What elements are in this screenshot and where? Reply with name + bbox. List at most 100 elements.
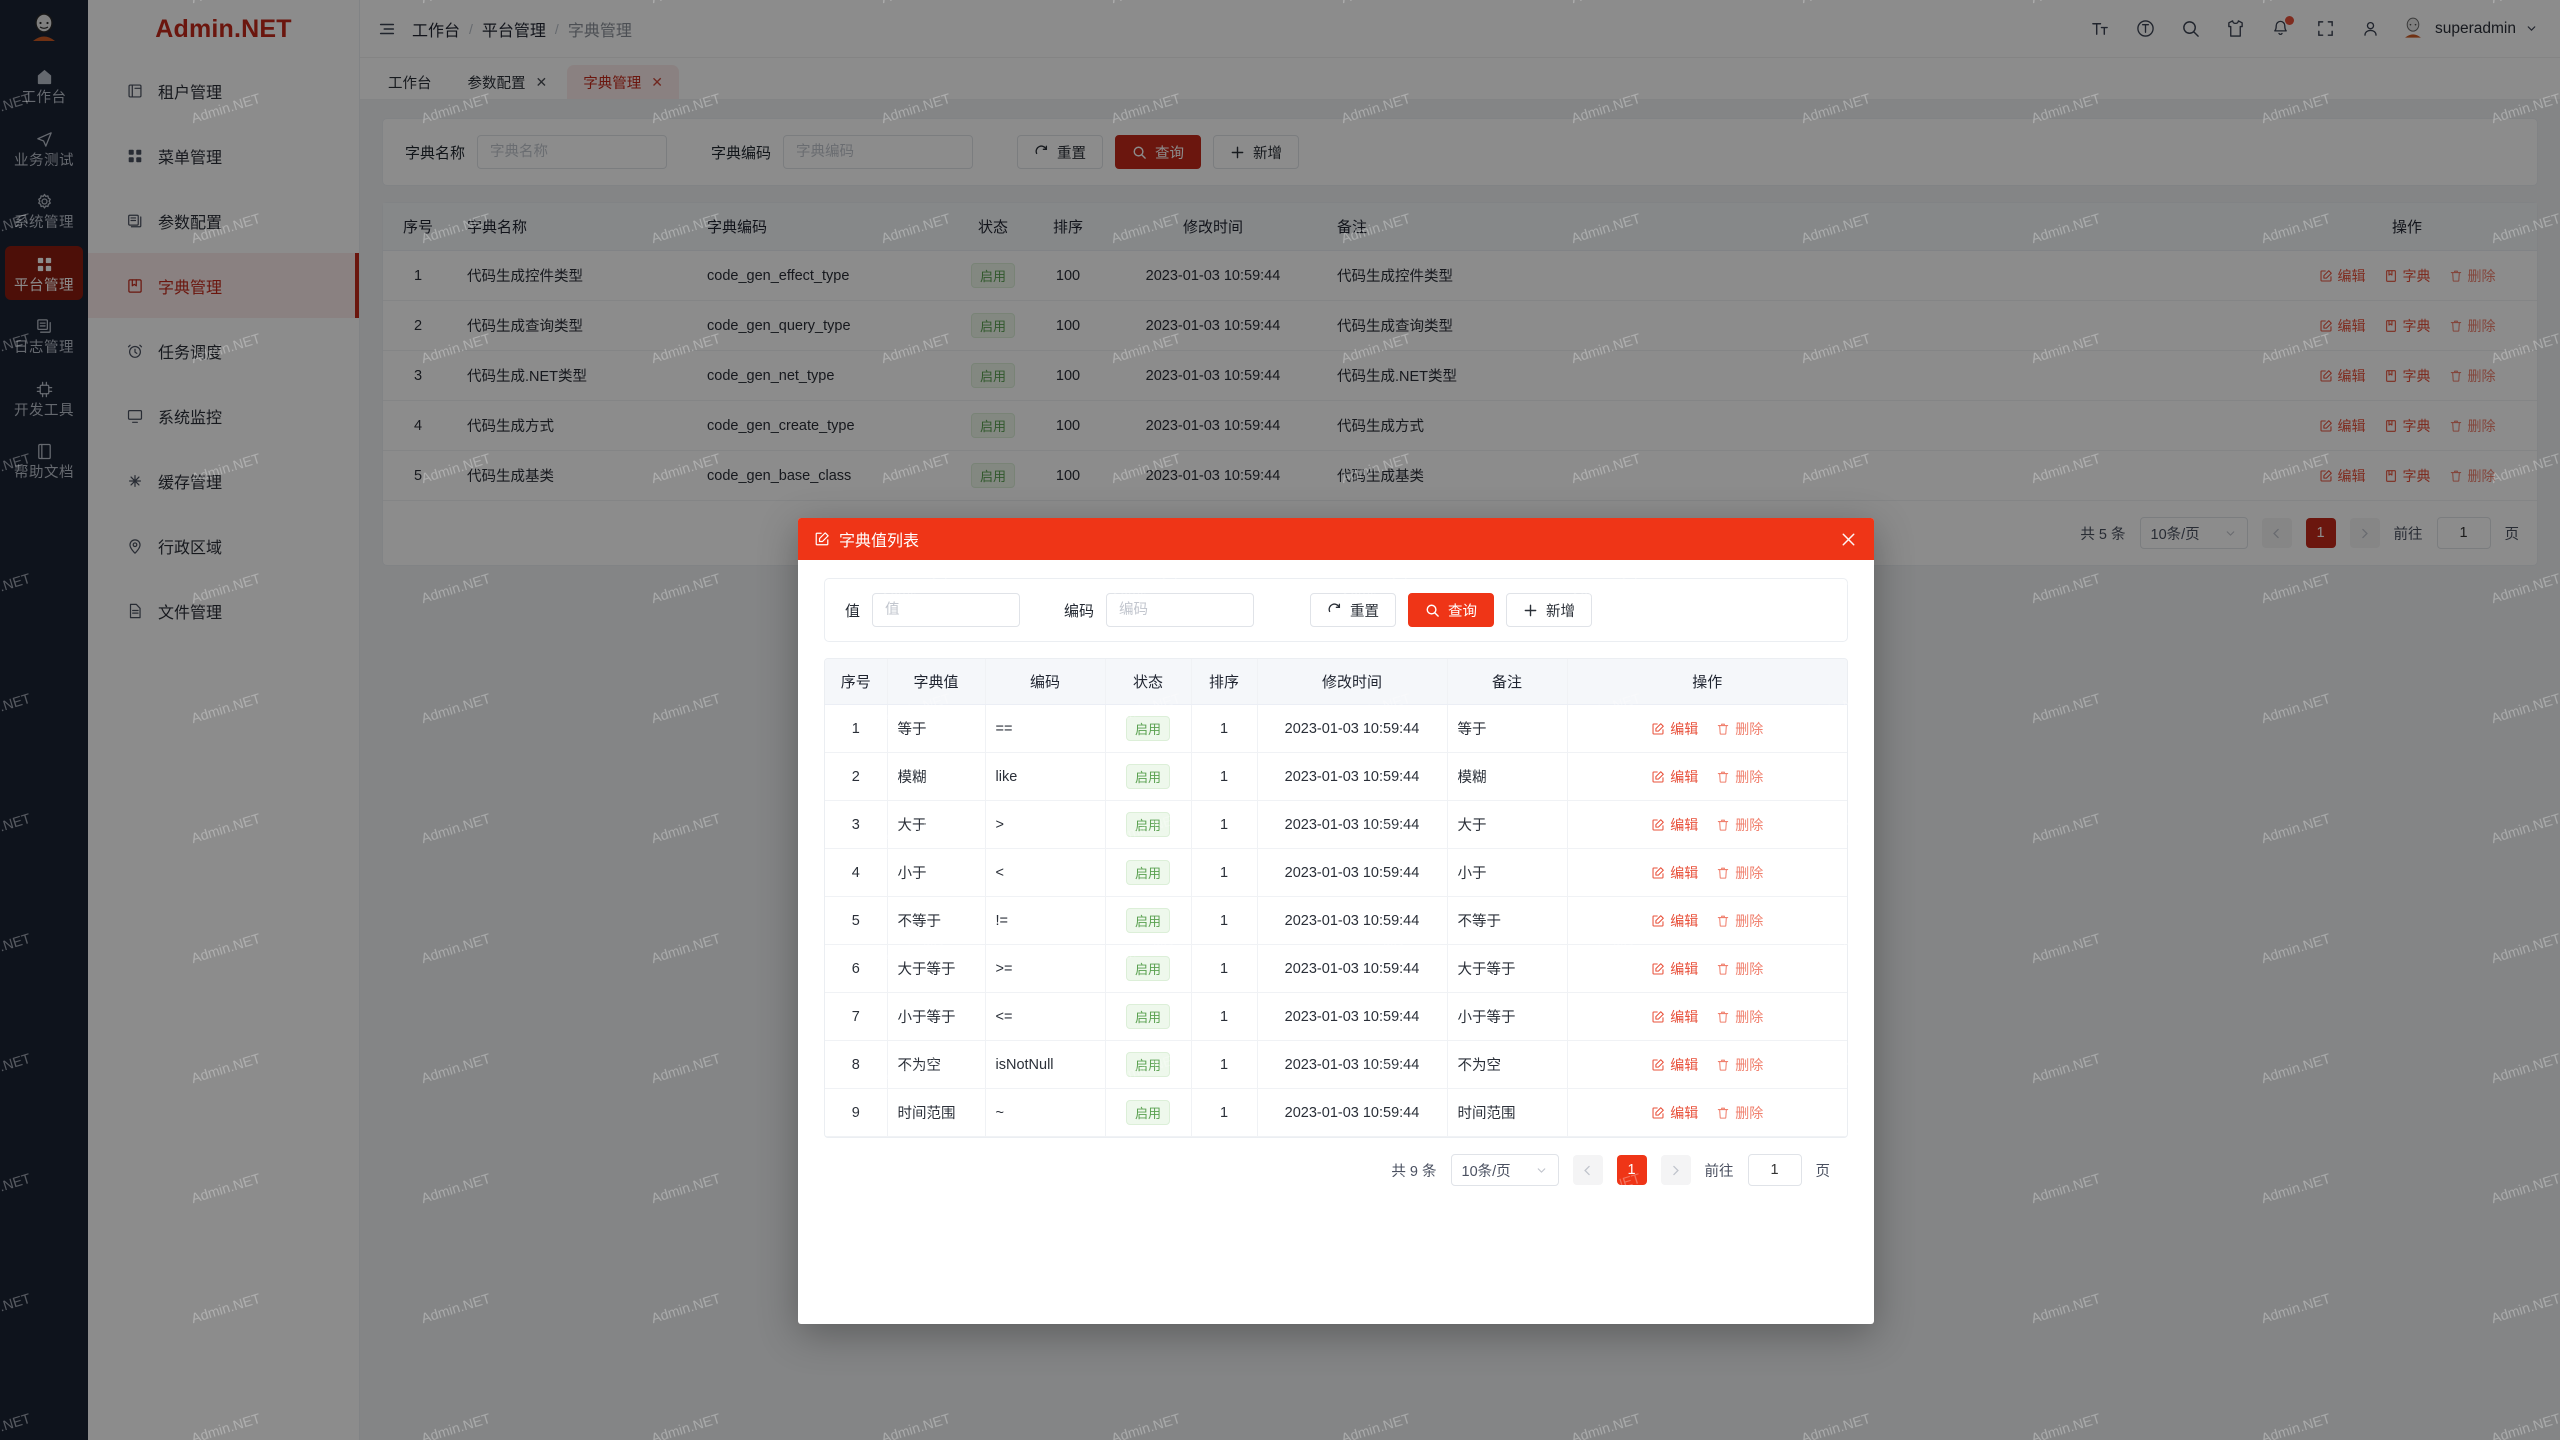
table-row[interactable]: 1 代码生成控件类型 code_gen_effect_type 启用 100 2023-0… (383, 250, 2537, 301)
goto-page-input[interactable] (2436, 517, 2491, 549)
code-input[interactable] (1106, 593, 1255, 627)
modal-query-button[interactable]: 查询 (1408, 593, 1495, 627)
delete-action[interactable]: 删除 (1716, 863, 1763, 883)
rail-item-4[interactable]: 日志管理 (5, 308, 83, 363)
user-icon[interactable] (2361, 19, 2380, 38)
edit-action[interactable]: 编辑 (1651, 911, 1698, 931)
submenu-item-8[interactable]: 文件管理 (88, 578, 359, 643)
table-row[interactable]: 3 代码生成.NET类型 code_gen_net_type 启用 100 2023-01… (383, 350, 2537, 401)
dict-name-input[interactable] (477, 135, 668, 169)
reset-button[interactable]: 重置 (1017, 135, 1104, 169)
rail-item-0[interactable]: 工作台 (5, 58, 83, 113)
page-size-select[interactable]: 10条/页 (2139, 517, 2248, 549)
font-size-icon[interactable] (2091, 19, 2110, 38)
delete-action[interactable]: 删除 (1716, 1055, 1763, 1075)
edit-action[interactable]: 编辑 (2319, 316, 2366, 336)
delete-action[interactable]: 删除 (1716, 767, 1763, 787)
tab-close-icon[interactable]: ✕ (535, 74, 548, 90)
delete-action[interactable]: 删除 (2449, 416, 2496, 436)
page-size-select[interactable]: 10条/页 (1450, 1154, 1559, 1186)
tab-2[interactable]: 字典管理 ✕ (567, 65, 679, 99)
delete-action[interactable]: 删除 (1716, 719, 1763, 739)
submenu-item-3[interactable]: 字典管理 (88, 253, 359, 318)
delete-action[interactable]: 删除 (2449, 316, 2496, 336)
table-row[interactable]: 7 小于等于 <= 启用 1 2023-01-03 10:59:44 小于等于 编辑 删除 (825, 992, 1847, 1041)
delete-action[interactable]: 删除 (1716, 1103, 1763, 1123)
edit-action[interactable]: 编辑 (1651, 815, 1698, 835)
table-row[interactable]: 2 代码生成查询类型 code_gen_query_type 启用 100 2023-01… (383, 300, 2537, 351)
table-row[interactable]: 5 代码生成基类 code_gen_base_class 启用 100 2023-01-0… (383, 450, 2537, 501)
table-row[interactable]: 1 等于 == 启用 1 2023-01-03 10:59:44 等于 编辑 删除 (825, 704, 1847, 753)
edit-action[interactable]: 编辑 (2319, 416, 2366, 436)
edit-action[interactable]: 编辑 (1651, 1055, 1698, 1075)
tab-close-icon[interactable]: ✕ (651, 74, 663, 90)
table-row[interactable]: 2 模糊 like 启用 1 2023-01-03 10:59:44 模糊 编辑 删除 (825, 752, 1847, 801)
delete-action[interactable]: 删除 (2449, 266, 2496, 286)
submenu-item-2[interactable]: 参数配置 (88, 188, 359, 253)
edit-action[interactable]: 编辑 (1651, 1007, 1698, 1027)
delete-action[interactable]: 删除 (1716, 911, 1763, 931)
next-page-button[interactable] (1660, 1155, 1691, 1185)
table-row[interactable]: 6 大于等于 >= 启用 1 2023-01-03 10:59:44 大于等于 编辑 删除 (825, 944, 1847, 993)
next-page-button[interactable] (2349, 518, 2380, 548)
rail-item-3[interactable]: 平台管理 (5, 245, 83, 300)
query-button[interactable]: 查询 (1115, 135, 1202, 169)
user-menu[interactable]: superadmin (2400, 16, 2538, 42)
dict-action[interactable]: 字典 (2384, 366, 2431, 386)
page-number-1[interactable]: 1 (1616, 1155, 1647, 1185)
delete-action[interactable]: 删除 (2449, 466, 2496, 486)
modal-reset-button[interactable]: 重置 (1310, 593, 1397, 627)
goto-page-input[interactable] (1747, 1154, 1802, 1186)
search-icon[interactable] (2181, 19, 2200, 38)
edit-action[interactable]: 编辑 (1651, 719, 1698, 739)
breadcrumb-item-0[interactable]: 工作台 (412, 22, 461, 40)
submenu-item-1[interactable]: 菜单管理 (88, 123, 359, 188)
edit-action[interactable]: 编辑 (2319, 266, 2366, 286)
dict-code-input[interactable] (783, 135, 974, 169)
submenu-item-6[interactable]: 缓存管理 (88, 448, 359, 513)
submenu-item-5[interactable]: 系统监控 (88, 383, 359, 448)
rail-item-1[interactable]: 业务测试 (5, 121, 83, 176)
edit-action[interactable]: 编辑 (2319, 366, 2366, 386)
menu-collapse-icon[interactable] (378, 20, 396, 38)
submenu-item-4[interactable]: 任务调度 (88, 318, 359, 383)
edit-action[interactable]: 编辑 (1651, 863, 1698, 883)
breadcrumb-item-1[interactable]: 平台管理 (481, 22, 546, 40)
table-row[interactable]: 3 大于 > 启用 1 2023-01-03 10:59:44 大于 编辑 删除 (825, 800, 1847, 849)
submenu-item-7[interactable]: 行政区域 (88, 513, 359, 578)
dict-action[interactable]: 字典 (2384, 416, 2431, 436)
prev-page-button[interactable] (2261, 518, 2292, 548)
page-number-1[interactable]: 1 (2305, 518, 2336, 548)
edit-action[interactable]: 编辑 (1651, 959, 1698, 979)
bell-icon[interactable] (2271, 16, 2294, 38)
delete-action[interactable]: 删除 (1716, 1007, 1763, 1027)
submenu-item-0[interactable]: 租户管理 (88, 58, 359, 123)
delete-action[interactable]: 删除 (1716, 815, 1763, 835)
edit-action[interactable]: 编辑 (1651, 767, 1698, 787)
rail-item-2[interactable]: 系统管理 (5, 183, 83, 238)
dict-action[interactable]: 字典 (2384, 316, 2431, 336)
value-input[interactable] (872, 593, 1021, 627)
theme-shirt-icon[interactable] (2226, 19, 2245, 38)
table-row[interactable]: 4 小于 < 启用 1 2023-01-03 10:59:44 小于 编辑 删除 (825, 848, 1847, 897)
table-row[interactable]: 8 不为空 isNotNull 启用 1 2023-01-03 10:59:44 不为空 编辑… (825, 1040, 1847, 1089)
edit-action[interactable]: 编辑 (1651, 1103, 1698, 1123)
language-icon[interactable] (2136, 19, 2155, 38)
modal-add-button[interactable]: 新增 (1506, 593, 1593, 627)
add-button[interactable]: 新增 (1213, 135, 1300, 169)
tab-0[interactable]: 工作台 (372, 65, 448, 99)
tab-1[interactable]: 参数配置 ✕ (452, 65, 564, 99)
delete-action[interactable]: 删除 (1716, 959, 1763, 979)
dict-action[interactable]: 字典 (2384, 466, 2431, 486)
table-row[interactable]: 4 代码生成方式 code_gen_create_type 启用 100 2023-01-… (383, 400, 2537, 451)
prev-page-button[interactable] (1572, 1155, 1603, 1185)
table-row[interactable]: 9 时间范围 ~ 启用 1 2023-01-03 10:59:44 时间范围 编辑 删除 (825, 1088, 1847, 1137)
dict-action[interactable]: 字典 (2384, 266, 2431, 286)
edit-action[interactable]: 编辑 (2319, 466, 2366, 486)
delete-action[interactable]: 删除 (2449, 366, 2496, 386)
rail-item-5[interactable]: 开发工具 (5, 371, 83, 426)
rail-item-6[interactable]: 帮助文档 (5, 433, 83, 488)
close-icon[interactable] (1839, 530, 1858, 549)
fullscreen-icon[interactable] (2316, 19, 2335, 38)
table-row[interactable]: 5 不等于 != 启用 1 2023-01-03 10:59:44 不等于 编辑 删除 (825, 896, 1847, 945)
